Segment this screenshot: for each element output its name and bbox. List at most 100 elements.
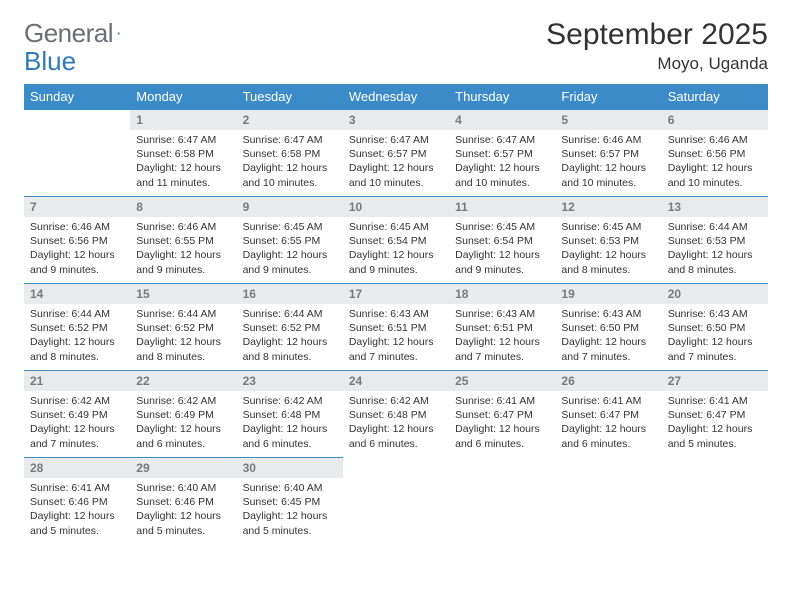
day-details: Sunrise: 6:40 AMSunset: 6:46 PMDaylight:… <box>130 478 236 544</box>
day-number: 5 <box>555 110 661 130</box>
day-number: 8 <box>130 197 236 217</box>
day-number: 15 <box>130 284 236 304</box>
day-details: Sunrise: 6:45 AMSunset: 6:55 PMDaylight:… <box>237 217 343 283</box>
day-cell: 7Sunrise: 6:46 AMSunset: 6:56 PMDaylight… <box>24 197 130 284</box>
brand-logo: General <box>24 18 141 49</box>
day-details: Sunrise: 6:45 AMSunset: 6:54 PMDaylight:… <box>449 217 555 283</box>
day-cell: 12Sunrise: 6:45 AMSunset: 6:53 PMDayligh… <box>555 197 661 284</box>
day-number: 12 <box>555 197 661 217</box>
day-cell: 9Sunrise: 6:45 AMSunset: 6:55 PMDaylight… <box>237 197 343 284</box>
day-details: Sunrise: 6:41 AMSunset: 6:47 PMDaylight:… <box>662 391 768 457</box>
day-number: 24 <box>343 371 449 391</box>
day-cell: 17Sunrise: 6:43 AMSunset: 6:51 PMDayligh… <box>343 284 449 371</box>
day-number: 9 <box>237 197 343 217</box>
calendar-body: .. 1Sunrise: 6:47 AMSunset: 6:58 PMDaylig… <box>24 110 768 545</box>
day-number: 3 <box>343 110 449 130</box>
day-details: Sunrise: 6:43 AMSunset: 6:51 PMDaylight:… <box>449 304 555 370</box>
day-cell: 8Sunrise: 6:46 AMSunset: 6:55 PMDaylight… <box>130 197 236 284</box>
day-cell: 20Sunrise: 6:43 AMSunset: 6:50 PMDayligh… <box>662 284 768 371</box>
day-cell: 18Sunrise: 6:43 AMSunset: 6:51 PMDayligh… <box>449 284 555 371</box>
day-number: 13 <box>662 197 768 217</box>
day-number: 22 <box>130 371 236 391</box>
day-number: 17 <box>343 284 449 304</box>
day-details: Sunrise: 6:46 AMSunset: 6:56 PMDaylight:… <box>24 217 130 283</box>
day-details: Sunrise: 6:44 AMSunset: 6:52 PMDaylight:… <box>237 304 343 370</box>
day-details: Sunrise: 6:44 AMSunset: 6:52 PMDaylight:… <box>130 304 236 370</box>
day-number: 1 <box>130 110 236 130</box>
day-cell: 14Sunrise: 6:44 AMSunset: 6:52 PMDayligh… <box>24 284 130 371</box>
day-cell: 22Sunrise: 6:42 AMSunset: 6:49 PMDayligh… <box>130 371 236 458</box>
brand-word1: General <box>24 18 113 49</box>
day-cell: 16Sunrise: 6:44 AMSunset: 6:52 PMDayligh… <box>237 284 343 371</box>
day-number: 20 <box>662 284 768 304</box>
day-details: Sunrise: 6:40 AMSunset: 6:45 PMDaylight:… <box>237 478 343 544</box>
weekday-header: Tuesday <box>237 84 343 110</box>
day-number: 25 <box>449 371 555 391</box>
day-cell: 4Sunrise: 6:47 AMSunset: 6:57 PMDaylight… <box>449 110 555 197</box>
week-row: 7Sunrise: 6:46 AMSunset: 6:56 PMDaylight… <box>24 197 768 284</box>
location: Moyo, Uganda <box>546 54 768 74</box>
day-details: Sunrise: 6:41 AMSunset: 6:46 PMDaylight:… <box>24 478 130 544</box>
day-details: Sunrise: 6:42 AMSunset: 6:48 PMDaylight:… <box>237 391 343 457</box>
day-cell: .. <box>449 458 555 545</box>
day-cell: .. <box>555 458 661 545</box>
day-cell: 15Sunrise: 6:44 AMSunset: 6:52 PMDayligh… <box>130 284 236 371</box>
weekday-row: Sunday Monday Tuesday Wednesday Thursday… <box>24 84 768 110</box>
day-number: 21 <box>24 371 130 391</box>
day-cell: 30Sunrise: 6:40 AMSunset: 6:45 PMDayligh… <box>237 458 343 545</box>
day-number: 30 <box>237 458 343 478</box>
day-cell: 6Sunrise: 6:46 AMSunset: 6:56 PMDaylight… <box>662 110 768 197</box>
day-cell: 29Sunrise: 6:40 AMSunset: 6:46 PMDayligh… <box>130 458 236 545</box>
day-details: Sunrise: 6:44 AMSunset: 6:53 PMDaylight:… <box>662 217 768 283</box>
day-details: Sunrise: 6:43 AMSunset: 6:51 PMDaylight:… <box>343 304 449 370</box>
day-details: Sunrise: 6:42 AMSunset: 6:49 PMDaylight:… <box>130 391 236 457</box>
day-cell: 26Sunrise: 6:41 AMSunset: 6:47 PMDayligh… <box>555 371 661 458</box>
day-number: 4 <box>449 110 555 130</box>
day-cell: 23Sunrise: 6:42 AMSunset: 6:48 PMDayligh… <box>237 371 343 458</box>
weekday-header: Monday <box>130 84 236 110</box>
day-cell: 5Sunrise: 6:46 AMSunset: 6:57 PMDaylight… <box>555 110 661 197</box>
weekday-header: Saturday <box>662 84 768 110</box>
day-details: Sunrise: 6:45 AMSunset: 6:54 PMDaylight:… <box>343 217 449 283</box>
day-number: 11 <box>449 197 555 217</box>
day-number: 27 <box>662 371 768 391</box>
day-cell: 27Sunrise: 6:41 AMSunset: 6:47 PMDayligh… <box>662 371 768 458</box>
header: General September 2025 Moyo, Uganda <box>24 18 768 74</box>
day-details: Sunrise: 6:41 AMSunset: 6:47 PMDaylight:… <box>449 391 555 457</box>
day-cell: 1Sunrise: 6:47 AMSunset: 6:58 PMDaylight… <box>130 110 236 197</box>
day-cell: 21Sunrise: 6:42 AMSunset: 6:49 PMDayligh… <box>24 371 130 458</box>
day-cell: 28Sunrise: 6:41 AMSunset: 6:46 PMDayligh… <box>24 458 130 545</box>
weekday-header: Thursday <box>449 84 555 110</box>
day-details: Sunrise: 6:46 AMSunset: 6:56 PMDaylight:… <box>662 130 768 196</box>
day-number: 18 <box>449 284 555 304</box>
day-cell: 25Sunrise: 6:41 AMSunset: 6:47 PMDayligh… <box>449 371 555 458</box>
day-details: Sunrise: 6:43 AMSunset: 6:50 PMDaylight:… <box>555 304 661 370</box>
day-number: 14 <box>24 284 130 304</box>
calendar-head: Sunday Monday Tuesday Wednesday Thursday… <box>24 84 768 110</box>
day-cell: 10Sunrise: 6:45 AMSunset: 6:54 PMDayligh… <box>343 197 449 284</box>
day-number: 29 <box>130 458 236 478</box>
day-details: Sunrise: 6:42 AMSunset: 6:48 PMDaylight:… <box>343 391 449 457</box>
weekday-header: Sunday <box>24 84 130 110</box>
day-cell: 3Sunrise: 6:47 AMSunset: 6:57 PMDaylight… <box>343 110 449 197</box>
day-details: Sunrise: 6:43 AMSunset: 6:50 PMDaylight:… <box>662 304 768 370</box>
day-details: Sunrise: 6:41 AMSunset: 6:47 PMDaylight:… <box>555 391 661 457</box>
day-number: 10 <box>343 197 449 217</box>
calendar-table: Sunday Monday Tuesday Wednesday Thursday… <box>24 84 768 545</box>
brand-sail-icon <box>117 23 120 43</box>
day-details: Sunrise: 6:46 AMSunset: 6:57 PMDaylight:… <box>555 130 661 196</box>
week-row: 21Sunrise: 6:42 AMSunset: 6:49 PMDayligh… <box>24 371 768 458</box>
day-number: 28 <box>24 458 130 478</box>
month-title: September 2025 <box>546 18 768 52</box>
week-row: 14Sunrise: 6:44 AMSunset: 6:52 PMDayligh… <box>24 284 768 371</box>
week-row: ..1Sunrise: 6:47 AMSunset: 6:58 PMDaylig… <box>24 110 768 197</box>
title-block: September 2025 Moyo, Uganda <box>546 18 768 74</box>
weekday-header: Wednesday <box>343 84 449 110</box>
day-details: Sunrise: 6:45 AMSunset: 6:53 PMDaylight:… <box>555 217 661 283</box>
day-number: 7 <box>24 197 130 217</box>
brand-word2: Blue <box>24 46 76 77</box>
day-details: Sunrise: 6:42 AMSunset: 6:49 PMDaylight:… <box>24 391 130 457</box>
day-cell: .. <box>343 458 449 545</box>
day-details: Sunrise: 6:47 AMSunset: 6:57 PMDaylight:… <box>343 130 449 196</box>
day-number: 23 <box>237 371 343 391</box>
